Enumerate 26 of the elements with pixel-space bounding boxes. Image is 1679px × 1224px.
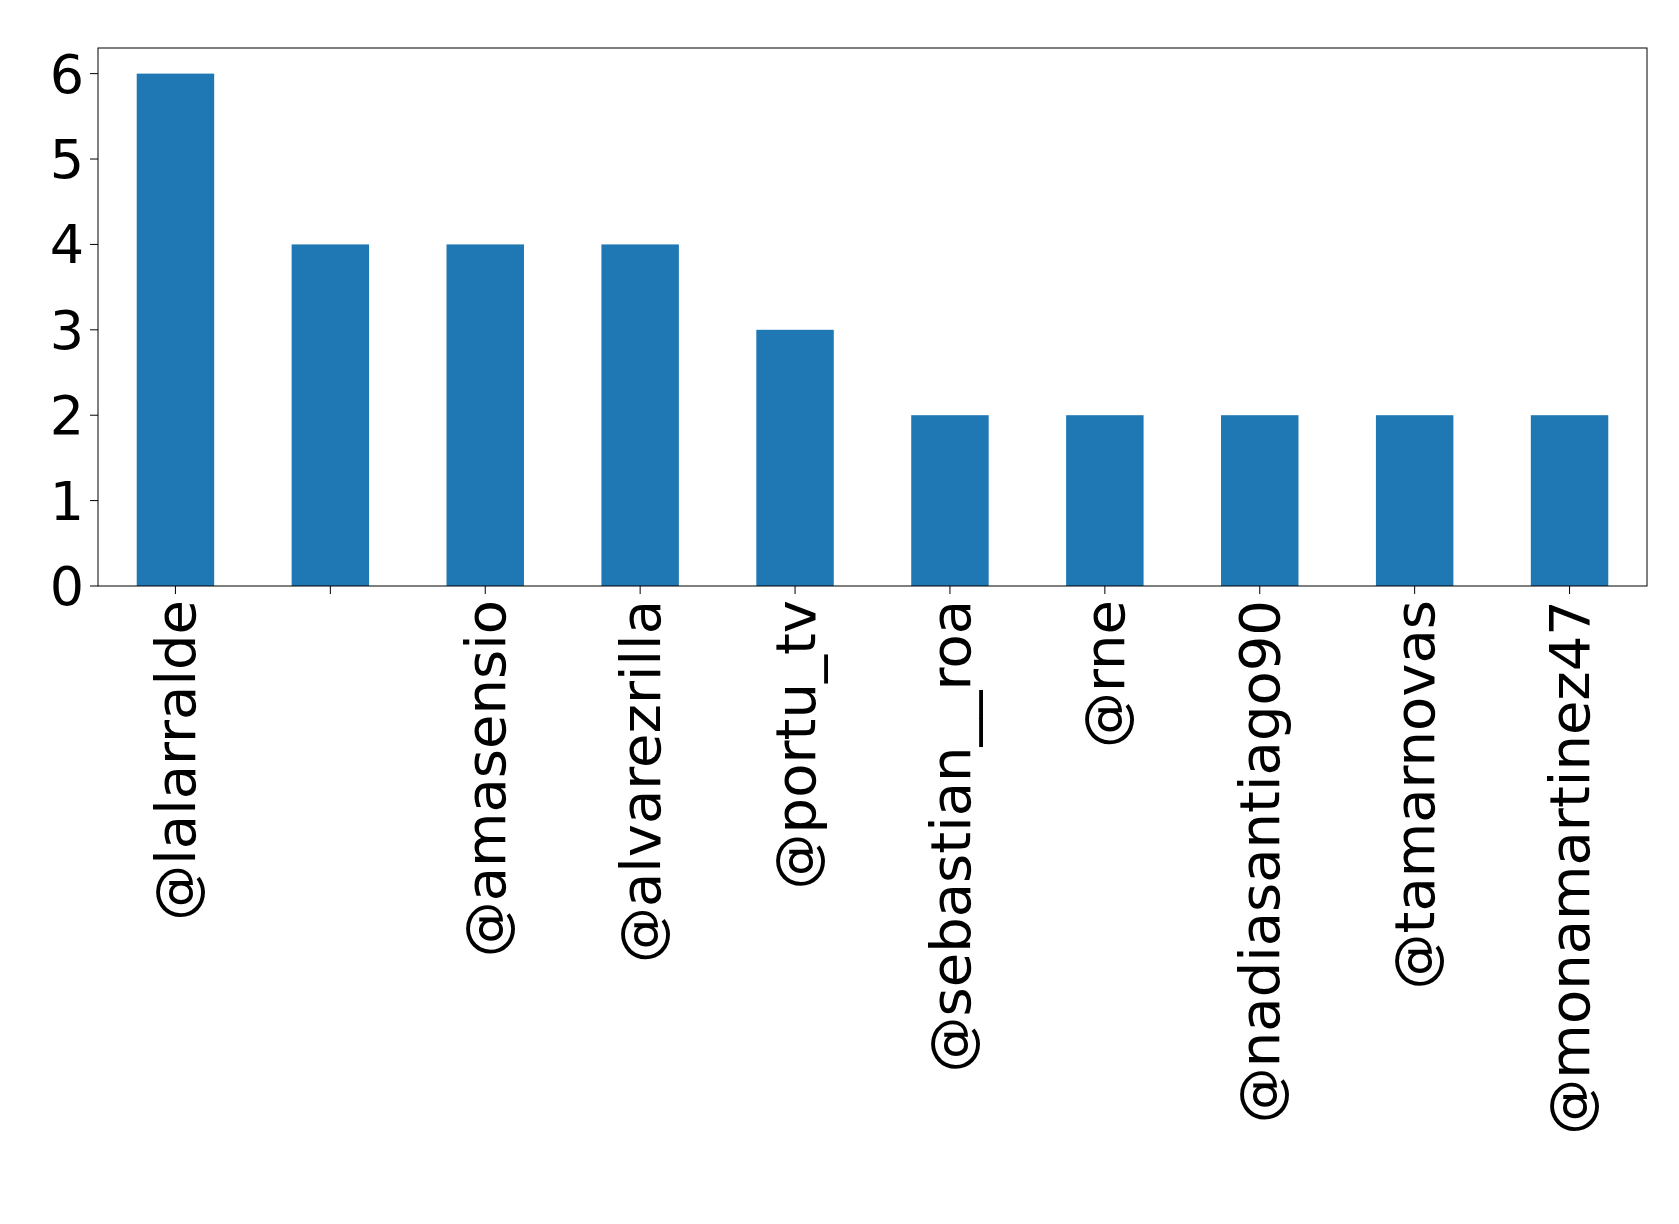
bar [911, 415, 989, 586]
y-tick-label: 5 [49, 127, 84, 191]
x-tick-label: @nadiasantiago90 [1227, 600, 1293, 1124]
y-tick-label: 3 [49, 298, 84, 362]
x-tick-label: @alvarezrilla [607, 600, 673, 963]
bar [1530, 415, 1609, 586]
bar [1066, 415, 1144, 586]
x-tick-label: @sebastian__roa [917, 600, 983, 1073]
bar [756, 329, 834, 586]
bar [136, 73, 215, 586]
bar [446, 244, 524, 586]
x-tick-label: @portu_tv [762, 600, 828, 890]
y-tick-label: 4 [49, 213, 84, 277]
y-tick-label: 0 [49, 554, 84, 618]
bar [291, 244, 370, 586]
x-tick-label: @monamartinez47 [1537, 600, 1603, 1135]
x-tick-label: @lalarralde [143, 600, 209, 921]
x-tick-label: @tamarnovas [1382, 600, 1448, 990]
bar [601, 244, 679, 586]
bar [1221, 415, 1299, 586]
y-tick-label: 1 [49, 469, 84, 533]
x-tick-label: @amasensio [452, 600, 518, 958]
y-tick-label: 6 [49, 42, 84, 106]
y-tick-label: 2 [49, 384, 84, 448]
x-tick-label: @rne [1072, 600, 1138, 748]
bar [1375, 415, 1454, 586]
